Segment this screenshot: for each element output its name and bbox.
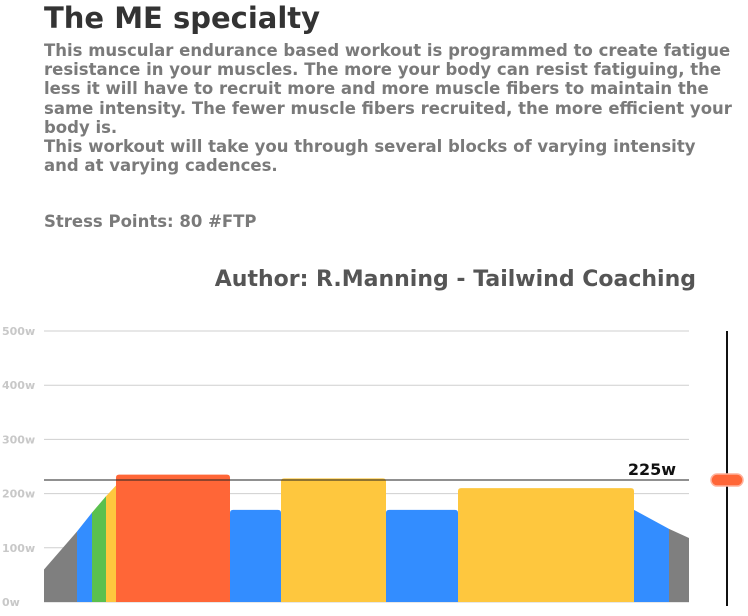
y-tick-label: 300w bbox=[2, 433, 35, 446]
ramp-segment bbox=[669, 528, 689, 602]
y-tick-label: 0w bbox=[2, 596, 20, 609]
ftp-slider[interactable] bbox=[710, 331, 744, 606]
description-paragraph: This muscular endurance based workout is… bbox=[44, 41, 732, 137]
ramp-segment bbox=[634, 509, 669, 602]
ramp-segment bbox=[77, 512, 92, 602]
interval-block bbox=[281, 478, 386, 602]
interval-block bbox=[458, 488, 634, 602]
ramp-segment bbox=[44, 531, 77, 602]
workout-title: The ME specialty bbox=[44, 1, 321, 35]
ramp-segment bbox=[92, 496, 106, 602]
workout-description: This muscular endurance based workout is… bbox=[44, 41, 734, 175]
ftp-line-group: 225w bbox=[44, 460, 689, 481]
y-tick-label: 500w bbox=[2, 325, 35, 338]
workout-intervals bbox=[44, 474, 689, 602]
stress-points: Stress Points: 80 #FTP bbox=[44, 212, 257, 231]
interval-block bbox=[386, 509, 458, 602]
y-tick-label: 100w bbox=[2, 542, 35, 555]
slider-handle[interactable] bbox=[710, 473, 744, 487]
workout-power-chart: 0w 100w 200w 300w 400w 500w 225w bbox=[2, 325, 744, 609]
author-line: Author: R.Manning - Tailwind Coaching bbox=[0, 266, 748, 294]
interval-block bbox=[230, 509, 281, 602]
y-tick-label: 200w bbox=[2, 488, 35, 501]
description-paragraph: This workout will take you through sever… bbox=[44, 137, 696, 176]
ramp-segment bbox=[106, 485, 116, 602]
author-text: Author: R.Manning - Tailwind Coaching bbox=[214, 267, 696, 292]
interval-block bbox=[116, 474, 230, 602]
y-tick-label: 400w bbox=[2, 379, 35, 392]
y-axis-labels: 0w 100w 200w 300w 400w 500w bbox=[2, 325, 35, 609]
ftp-value-label: 225w bbox=[628, 460, 676, 479]
